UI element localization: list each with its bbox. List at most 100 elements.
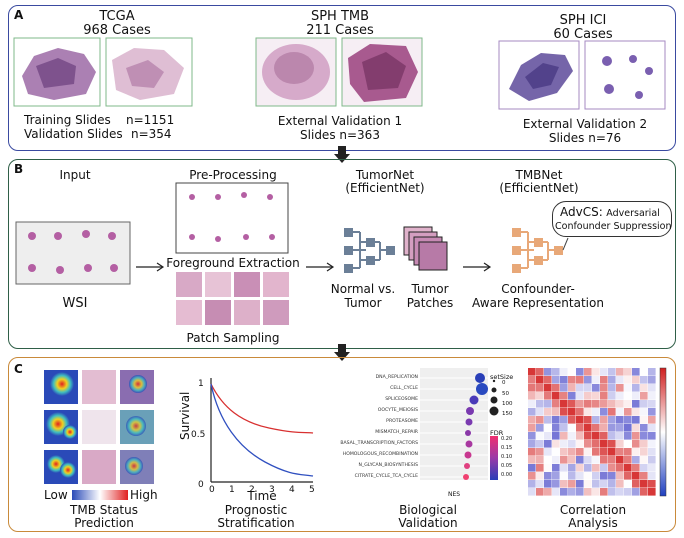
correlation-cell xyxy=(568,416,576,424)
correlation-cell xyxy=(576,448,584,456)
tmbnet-network-icon xyxy=(512,228,569,273)
setsize-legend-title: setSize xyxy=(490,373,514,381)
advcs-callout xyxy=(552,201,672,237)
confounder-label: Confounder- xyxy=(501,282,575,296)
correlation-cell xyxy=(584,488,592,496)
correlation-cell xyxy=(552,464,560,472)
correlation-cell xyxy=(640,384,648,392)
correlation-cell xyxy=(616,408,624,416)
correlation-cell xyxy=(624,488,632,496)
correlation-cell xyxy=(592,408,600,416)
correlation-cell xyxy=(576,392,584,400)
correlation-cell xyxy=(624,368,632,376)
correlation-cell xyxy=(616,376,624,384)
correlation-cell xyxy=(616,448,624,456)
wsi-image xyxy=(15,221,131,285)
correlation-cell xyxy=(640,408,648,416)
correlation-cell xyxy=(584,384,592,392)
setsize-legend-dots xyxy=(489,379,499,416)
correlation-cell xyxy=(568,392,576,400)
survival-x-tick-2: 2 xyxy=(249,485,255,495)
sph-ici-ext-label: External Validation 2 xyxy=(522,117,648,131)
correlation-cell xyxy=(544,488,552,496)
pathway-label: CELL_CYCLE xyxy=(390,386,418,391)
correlation-cell xyxy=(576,424,584,432)
foreground-image xyxy=(175,182,289,254)
fdr-value-010: 0.10 xyxy=(501,454,513,460)
correlation-cell xyxy=(648,432,656,440)
arrow-a-to-b xyxy=(334,146,350,163)
tmb-heatmap-grid xyxy=(44,370,154,484)
correlation-cell xyxy=(648,368,656,376)
correlation-cell xyxy=(552,440,560,448)
correlation-cell xyxy=(544,368,552,376)
correlation-cell xyxy=(624,384,632,392)
correlation-cell xyxy=(536,376,544,384)
correlation-cell xyxy=(568,480,576,488)
survival-x-tick-3: 3 xyxy=(269,485,275,495)
fdr-value-005: 0.05 xyxy=(501,463,513,469)
correlation-cell xyxy=(528,488,536,496)
correlation-cell xyxy=(592,456,600,464)
correlation-cell xyxy=(592,440,600,448)
correlation-cell xyxy=(544,416,552,424)
panel-a-label: A xyxy=(14,8,24,22)
correlation-cell xyxy=(648,448,656,456)
correlation-cell xyxy=(648,488,656,496)
correlation-cell xyxy=(560,416,568,424)
tumor-patches-stack xyxy=(403,226,448,271)
correlation-cell xyxy=(600,456,608,464)
correlation-cell xyxy=(592,424,600,432)
correlation-cell xyxy=(648,424,656,432)
survival-x-tick-1: 1 xyxy=(229,485,235,495)
correlation-cell xyxy=(640,416,648,424)
correlation-cell xyxy=(592,432,600,440)
correlation-cell xyxy=(632,416,640,424)
correlation-cell xyxy=(576,400,584,408)
correlation-cell xyxy=(616,368,624,376)
correlation-cell xyxy=(536,464,544,472)
panel-c xyxy=(8,357,676,532)
pathway-label: SPLICEOSOME xyxy=(385,397,418,402)
correlation-cell xyxy=(616,472,624,480)
correlation-cell xyxy=(640,456,648,464)
correlation-cell xyxy=(608,456,616,464)
low-high-colorbar xyxy=(72,490,128,500)
correlation-cell xyxy=(608,464,616,472)
correlation-cell xyxy=(568,384,576,392)
correlation-cell xyxy=(528,376,536,384)
correlation-cell xyxy=(560,392,568,400)
correlation-cell xyxy=(568,488,576,496)
correlation-cell xyxy=(624,408,632,416)
correlation-cell xyxy=(536,488,544,496)
correlation-cell xyxy=(640,480,648,488)
correlation-cell xyxy=(648,392,656,400)
correlation-cell xyxy=(632,424,640,432)
sph-ici-cases: 60 Cases xyxy=(553,27,613,42)
correlation-cell xyxy=(568,424,576,432)
correlation-cell xyxy=(640,448,648,456)
correlation-cell xyxy=(632,392,640,400)
correlation-cell xyxy=(544,408,552,416)
correlation-cell xyxy=(632,400,640,408)
correlation-cell xyxy=(544,400,552,408)
correlation-cell xyxy=(648,456,656,464)
correlation-cell xyxy=(544,424,552,432)
correlation-cell xyxy=(600,432,608,440)
correlation-cell xyxy=(552,456,560,464)
correlation-cell xyxy=(624,432,632,440)
normal-vs-label: Normal vs. xyxy=(330,282,396,296)
correlation-cell xyxy=(648,400,656,408)
survival-x-tick-5: 5 xyxy=(309,485,315,495)
correlation-cell xyxy=(616,416,624,424)
correlation-cell xyxy=(600,472,608,480)
advcs-bold: AdvCS: xyxy=(560,205,603,219)
correlation-cell xyxy=(608,416,616,424)
correlation-cell xyxy=(544,432,552,440)
correlation-cell xyxy=(592,400,600,408)
correlation-cell xyxy=(568,472,576,480)
correlation-cell xyxy=(592,464,600,472)
survival-x-tick-0: 0 xyxy=(209,485,215,495)
pathway-label: DNA_REPLICATION xyxy=(375,375,418,380)
correlation-cell xyxy=(552,448,560,456)
